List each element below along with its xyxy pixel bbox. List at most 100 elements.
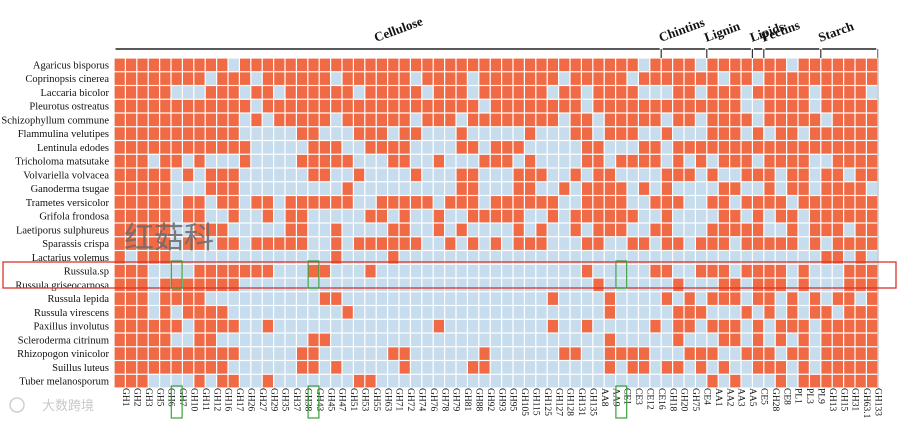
heatmap-cell: [342, 278, 353, 292]
heatmap-cell: [365, 223, 376, 237]
heatmap-cell: [365, 113, 376, 127]
column-label-highlight-box: [170, 385, 183, 419]
heatmap-cell: [262, 209, 273, 223]
heatmap-cell: [798, 319, 809, 333]
heatmap-cell: [422, 347, 433, 360]
heatmap-cell: [570, 223, 581, 237]
heatmap-cell: [411, 196, 422, 209]
heatmap-cell: [753, 196, 764, 209]
heatmap-cell: [741, 196, 752, 209]
heatmap-cell: [718, 113, 729, 127]
heatmap-cell: [205, 223, 216, 237]
heatmap-cell: [297, 223, 308, 237]
heatmap-cell: [525, 58, 536, 72]
heatmap-cell: [376, 251, 387, 264]
heatmap-cell: [274, 182, 285, 195]
heatmap-cell: [319, 168, 330, 182]
heatmap-cell: [331, 58, 342, 72]
heatmap-cell: [787, 306, 798, 319]
column-label: GH71: [394, 388, 404, 411]
heatmap-cell: [205, 361, 216, 374]
heatmap-cell: [661, 278, 672, 292]
heatmap-cell: [433, 72, 444, 85]
heatmap-cell: [240, 374, 251, 388]
heatmap-cell: [422, 251, 433, 264]
heatmap-cell: [604, 141, 615, 154]
heatmap-cell: [661, 251, 672, 264]
heatmap-cell: [616, 306, 627, 319]
heatmap-cell: [445, 374, 456, 388]
heatmap-cell: [262, 86, 273, 99]
heatmap-cell: [810, 278, 821, 292]
heatmap-cell: [137, 306, 148, 319]
heatmap-cell: [308, 86, 319, 99]
heatmap-cell: [513, 196, 524, 209]
family-annotation-text: 红菇科: [124, 221, 214, 256]
heatmap-cell: [148, 72, 159, 85]
heatmap-cell: [354, 319, 365, 333]
heatmap-cell: [604, 113, 615, 127]
heatmap-cell: [604, 99, 615, 113]
heatmap-cell: [126, 264, 137, 278]
heatmap-cell: [365, 319, 376, 333]
heatmap-cell: [228, 374, 239, 388]
heatmap-cell: [490, 58, 501, 72]
heatmap-cell: [593, 306, 604, 319]
heatmap-cell: [639, 333, 650, 347]
heatmap-cell: [148, 58, 159, 72]
heatmap-cell: [456, 182, 467, 195]
heatmap-cell: [240, 127, 251, 140]
heatmap-cell: [126, 333, 137, 347]
heatmap-cell: [297, 141, 308, 154]
heatmap-cell: [730, 306, 741, 319]
heatmap-cell: [707, 374, 718, 388]
heatmap-cell: [479, 361, 490, 374]
heatmap-cell: [832, 361, 843, 374]
heatmap-cell: [217, 154, 228, 168]
heatmap-cell: [148, 154, 159, 168]
heatmap-cell: [114, 154, 125, 168]
heatmap-cell: [547, 86, 558, 99]
heatmap-cell: [411, 237, 422, 250]
heatmap-cell: [228, 333, 239, 347]
heatmap-cell: [228, 196, 239, 209]
heatmap-cell: [399, 168, 410, 182]
heatmap-cell: [308, 237, 319, 250]
heatmap-cell: [502, 58, 513, 72]
heatmap-cell: [536, 154, 547, 168]
heatmap-cell: [855, 361, 866, 374]
heatmap-cell: [867, 264, 878, 278]
heatmap-cell: [810, 72, 821, 85]
heatmap-cell: [673, 196, 684, 209]
heatmap-cell: [844, 154, 855, 168]
heatmap-cell: [661, 182, 672, 195]
heatmap-cell: [718, 319, 729, 333]
heatmap-cell: [445, 99, 456, 113]
heatmap-cell: [228, 251, 239, 264]
heatmap-cell: [468, 209, 479, 223]
heatmap-cell: [593, 264, 604, 278]
heatmap-cell: [661, 154, 672, 168]
heatmap-cell: [650, 319, 661, 333]
heatmap-cell: [627, 141, 638, 154]
heatmap-cell: [445, 278, 456, 292]
heatmap-cell: [513, 58, 524, 72]
heatmap-cell: [433, 127, 444, 140]
column-labels: GH1 GH2 GH3 GH5 GH6 GH7 GH10 GH11 GH12 GH16 GH17 GH…: [120, 388, 882, 419]
heatmap-cell: [479, 333, 490, 347]
heatmap-cell: [753, 361, 764, 374]
heatmap-cell: [319, 278, 330, 292]
heatmap-cell: [855, 58, 866, 72]
heatmap-cell: [433, 278, 444, 292]
heatmap-cell: [365, 347, 376, 360]
heatmap-cell: [399, 251, 410, 264]
heatmap-cell: [821, 196, 832, 209]
heatmap-cell: [718, 127, 729, 140]
heatmap-cell: [730, 319, 741, 333]
heatmap-cell: [411, 374, 422, 388]
row-label: Russula lepida: [47, 294, 109, 305]
heatmap-cell: [764, 209, 775, 223]
heatmap-cell: [479, 127, 490, 140]
heatmap-cell: [764, 127, 775, 140]
heatmap-cell: [844, 168, 855, 182]
